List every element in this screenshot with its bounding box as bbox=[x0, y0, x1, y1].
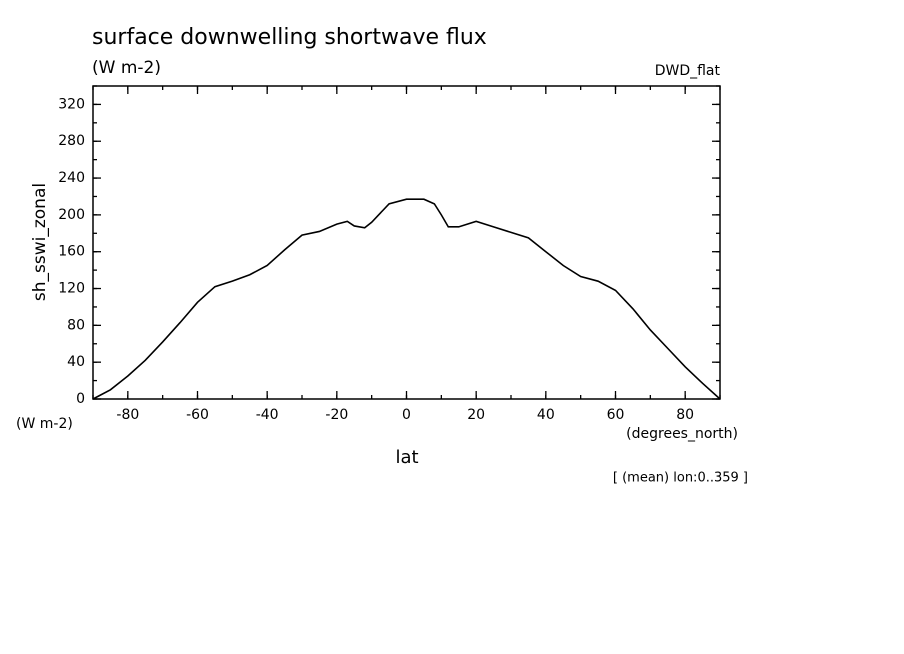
chart-title: surface downwelling shortwave flux bbox=[92, 25, 487, 50]
units: (W m-2) bbox=[92, 58, 161, 78]
x-tick-label: 0 bbox=[402, 407, 411, 423]
x-tick-label: 80 bbox=[676, 407, 694, 423]
x-units: (degrees_north) bbox=[626, 426, 738, 442]
y-tick-label: 120 bbox=[58, 281, 85, 297]
x-tick-label: -20 bbox=[325, 407, 348, 423]
source: DWD_flat bbox=[655, 63, 721, 79]
data-line bbox=[92, 198, 721, 400]
y-tick-label: 40 bbox=[67, 354, 85, 370]
y-tick-label: 80 bbox=[67, 317, 85, 333]
y-tick-label: 320 bbox=[58, 96, 85, 112]
x-tick-label: 60 bbox=[607, 407, 625, 423]
x-tick-label: -40 bbox=[256, 407, 279, 423]
x-tick-label: -80 bbox=[116, 407, 139, 423]
x-tick-label: -60 bbox=[186, 407, 209, 423]
y-tick-label: 160 bbox=[58, 244, 85, 260]
note: [ (mean) lon:0..359 ] bbox=[613, 471, 748, 486]
y-tick-label: 280 bbox=[58, 133, 85, 149]
x-axis-label: lat bbox=[395, 447, 418, 468]
y-units: (W m-2) bbox=[16, 416, 73, 432]
y-tick-label: 240 bbox=[58, 170, 85, 186]
x-tick-label: 20 bbox=[467, 407, 485, 423]
y-axis-label: sh_sswi_zonal bbox=[30, 183, 50, 301]
x-tick-label: 40 bbox=[537, 407, 555, 423]
plot-frame bbox=[92, 85, 721, 400]
y-tick-label: 200 bbox=[58, 207, 85, 223]
y-tick-label: 0 bbox=[76, 391, 85, 407]
